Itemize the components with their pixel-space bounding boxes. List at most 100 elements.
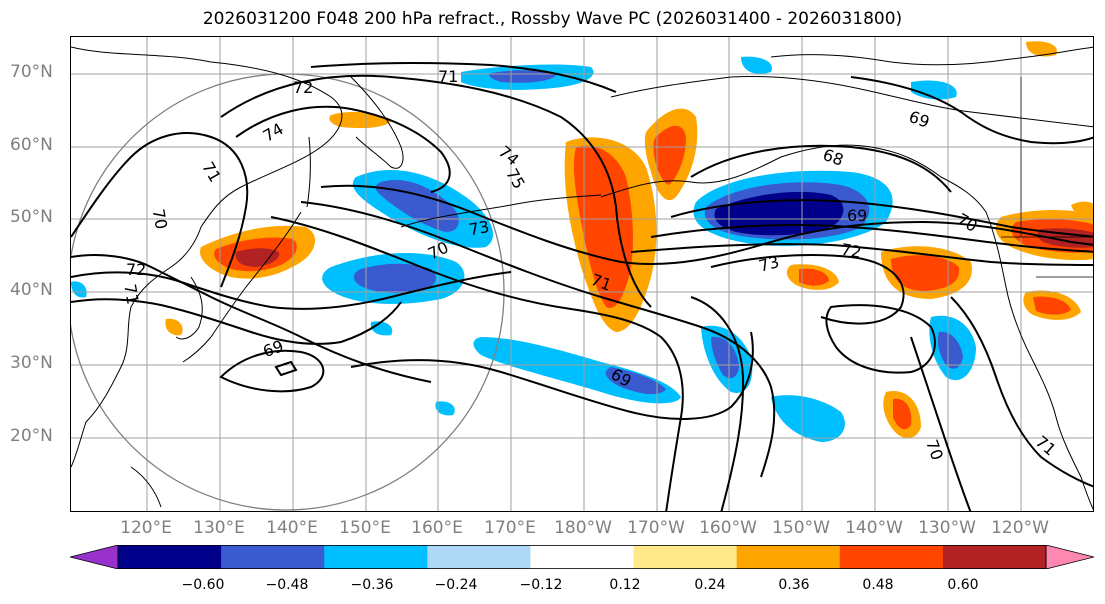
neg-patch-small3 <box>370 321 393 336</box>
lon-label-180w: 180°W <box>554 518 612 538</box>
map-panel: 72 71 74 71 70 72 71 69 74 75 73 70 71 6… <box>70 36 1094 512</box>
neg-patch-small1 <box>741 56 772 74</box>
colorbar-tick: −0.36 <box>350 577 394 593</box>
contour-72-north <box>220 74 652 308</box>
lon-label-120e: 120°E <box>120 518 172 538</box>
lat-label-40n: 40°N <box>10 280 53 300</box>
colorbar-bin <box>427 545 531 569</box>
contour-label: 69 <box>906 107 932 132</box>
colorbar-tick: 0.60 <box>947 577 979 593</box>
pos-patch-ridge-core <box>653 125 686 185</box>
contour-label: 70 <box>922 437 947 463</box>
contour-71-arctic <box>310 61 617 93</box>
lon-label-140w: 140°W <box>845 518 903 538</box>
contour-label: 70 <box>149 207 171 230</box>
contour-label: 75 <box>502 165 529 192</box>
coast-na-west <box>985 211 1093 510</box>
contour-68-alaska <box>690 144 952 193</box>
neg-patch-hawaii-core <box>711 336 739 379</box>
colorbar-tick: −0.12 <box>519 577 563 593</box>
coast-kamchatka <box>350 76 404 169</box>
map-canvas: 72 71 74 71 70 72 71 69 74 75 73 70 71 6… <box>71 37 1093 511</box>
contour-69-main <box>350 331 754 420</box>
coast-asia <box>71 46 343 468</box>
colorbar-bin <box>736 545 841 569</box>
coast-sakhalin <box>306 136 311 208</box>
contour-label: 72 <box>840 240 863 262</box>
colorbar-bin <box>530 545 635 569</box>
coastlines <box>71 46 1093 510</box>
colorbar <box>70 545 1094 569</box>
lon-label-160e: 160°E <box>411 518 463 538</box>
contour-label: 74 <box>260 119 287 146</box>
coast-arctic <box>770 46 1093 66</box>
neg-patch-small2 <box>71 281 87 298</box>
colorbar-tick: 0.12 <box>609 577 641 593</box>
contour-label: 72 <box>293 78 313 97</box>
lon-label-150w: 150°W <box>772 518 830 538</box>
coast-aleutians <box>400 194 602 228</box>
contour-label: 73 <box>757 252 782 276</box>
contours <box>71 61 1093 511</box>
lat-label-50n: 50°N <box>10 207 53 227</box>
contour-small-box <box>274 360 298 377</box>
contour-label: 70 <box>954 209 981 236</box>
colorbar-bin <box>633 545 738 569</box>
contour-label: 71 <box>438 67 458 86</box>
neg-patch-small4 <box>435 401 455 416</box>
pos-patch-japan-deep <box>235 248 280 267</box>
pos-patch-midpac-core <box>799 268 829 286</box>
neg-patch-subtropic-core <box>605 367 666 395</box>
contour-69-arctic-e <box>850 76 1093 145</box>
pos-patch-okhotsk <box>329 111 391 129</box>
colorbar-bin <box>118 545 222 569</box>
contour-73-east <box>710 254 905 325</box>
lon-label-140e: 140°E <box>266 518 318 538</box>
neg-patch-east <box>771 395 845 442</box>
contour-70-main <box>300 201 776 478</box>
contour-mid-low <box>690 296 745 511</box>
pos-patch-us-sw-core <box>1033 296 1071 315</box>
pos-patch-arctic-e <box>1026 41 1057 57</box>
pos-patch-eastpac-core <box>891 255 960 291</box>
contour-label: 69 <box>847 206 867 225</box>
coast-alaska-north <box>610 75 1093 128</box>
colorbar-tick: 0.24 <box>694 577 726 593</box>
lon-label-130e: 130°E <box>193 518 245 538</box>
contour-73-main <box>320 184 1093 266</box>
contour-label: 72 <box>126 260 146 279</box>
colorbar-extend-low <box>70 545 119 569</box>
lon-label-160w: 160°W <box>699 518 757 538</box>
contour-label: 71 <box>120 283 142 306</box>
colorbar-tick: 0.36 <box>778 577 810 593</box>
lon-label-170w: 170°W <box>627 518 685 538</box>
neg-patch-east2-core <box>937 331 963 369</box>
contour-label: 71 <box>198 158 225 185</box>
lat-label-70n: 70°N <box>10 62 53 82</box>
lon-label-130w: 130°W <box>918 518 976 538</box>
colorbar-tick: −0.24 <box>434 577 478 593</box>
contour-70-alaska <box>650 224 1093 253</box>
contour-71-se <box>950 296 1093 488</box>
contour-east-loop <box>825 304 936 374</box>
colorbar-tick: −0.48 <box>265 577 309 593</box>
contour-label: 71 <box>1032 432 1060 460</box>
colorbar-extend-high <box>1045 545 1094 569</box>
contour-outer-1 <box>71 132 249 288</box>
lat-label-30n: 30°N <box>10 353 53 373</box>
contour-72-west <box>71 271 512 310</box>
colorbar-bin <box>324 545 428 569</box>
coast-japan <box>182 211 302 363</box>
colorbar-tick: 0.48 <box>862 577 894 593</box>
contour-74 <box>235 105 451 193</box>
coast-alaska <box>600 144 987 213</box>
lat-label-20n: 20°N <box>10 426 53 446</box>
colorbar-bin <box>942 545 1047 569</box>
contour-69-low <box>219 349 325 393</box>
contour-71-west <box>71 298 402 345</box>
lon-label-120w: 120°W <box>991 518 1049 538</box>
contour-71-main <box>270 216 684 511</box>
pos-patch-us-east <box>1071 201 1093 219</box>
colorbar-tick: −0.60 <box>181 577 225 593</box>
range-circle <box>71 73 505 511</box>
